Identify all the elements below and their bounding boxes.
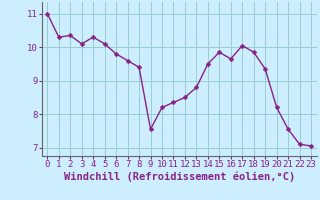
X-axis label: Windchill (Refroidissement éolien,°C): Windchill (Refroidissement éolien,°C) <box>64 172 295 182</box>
